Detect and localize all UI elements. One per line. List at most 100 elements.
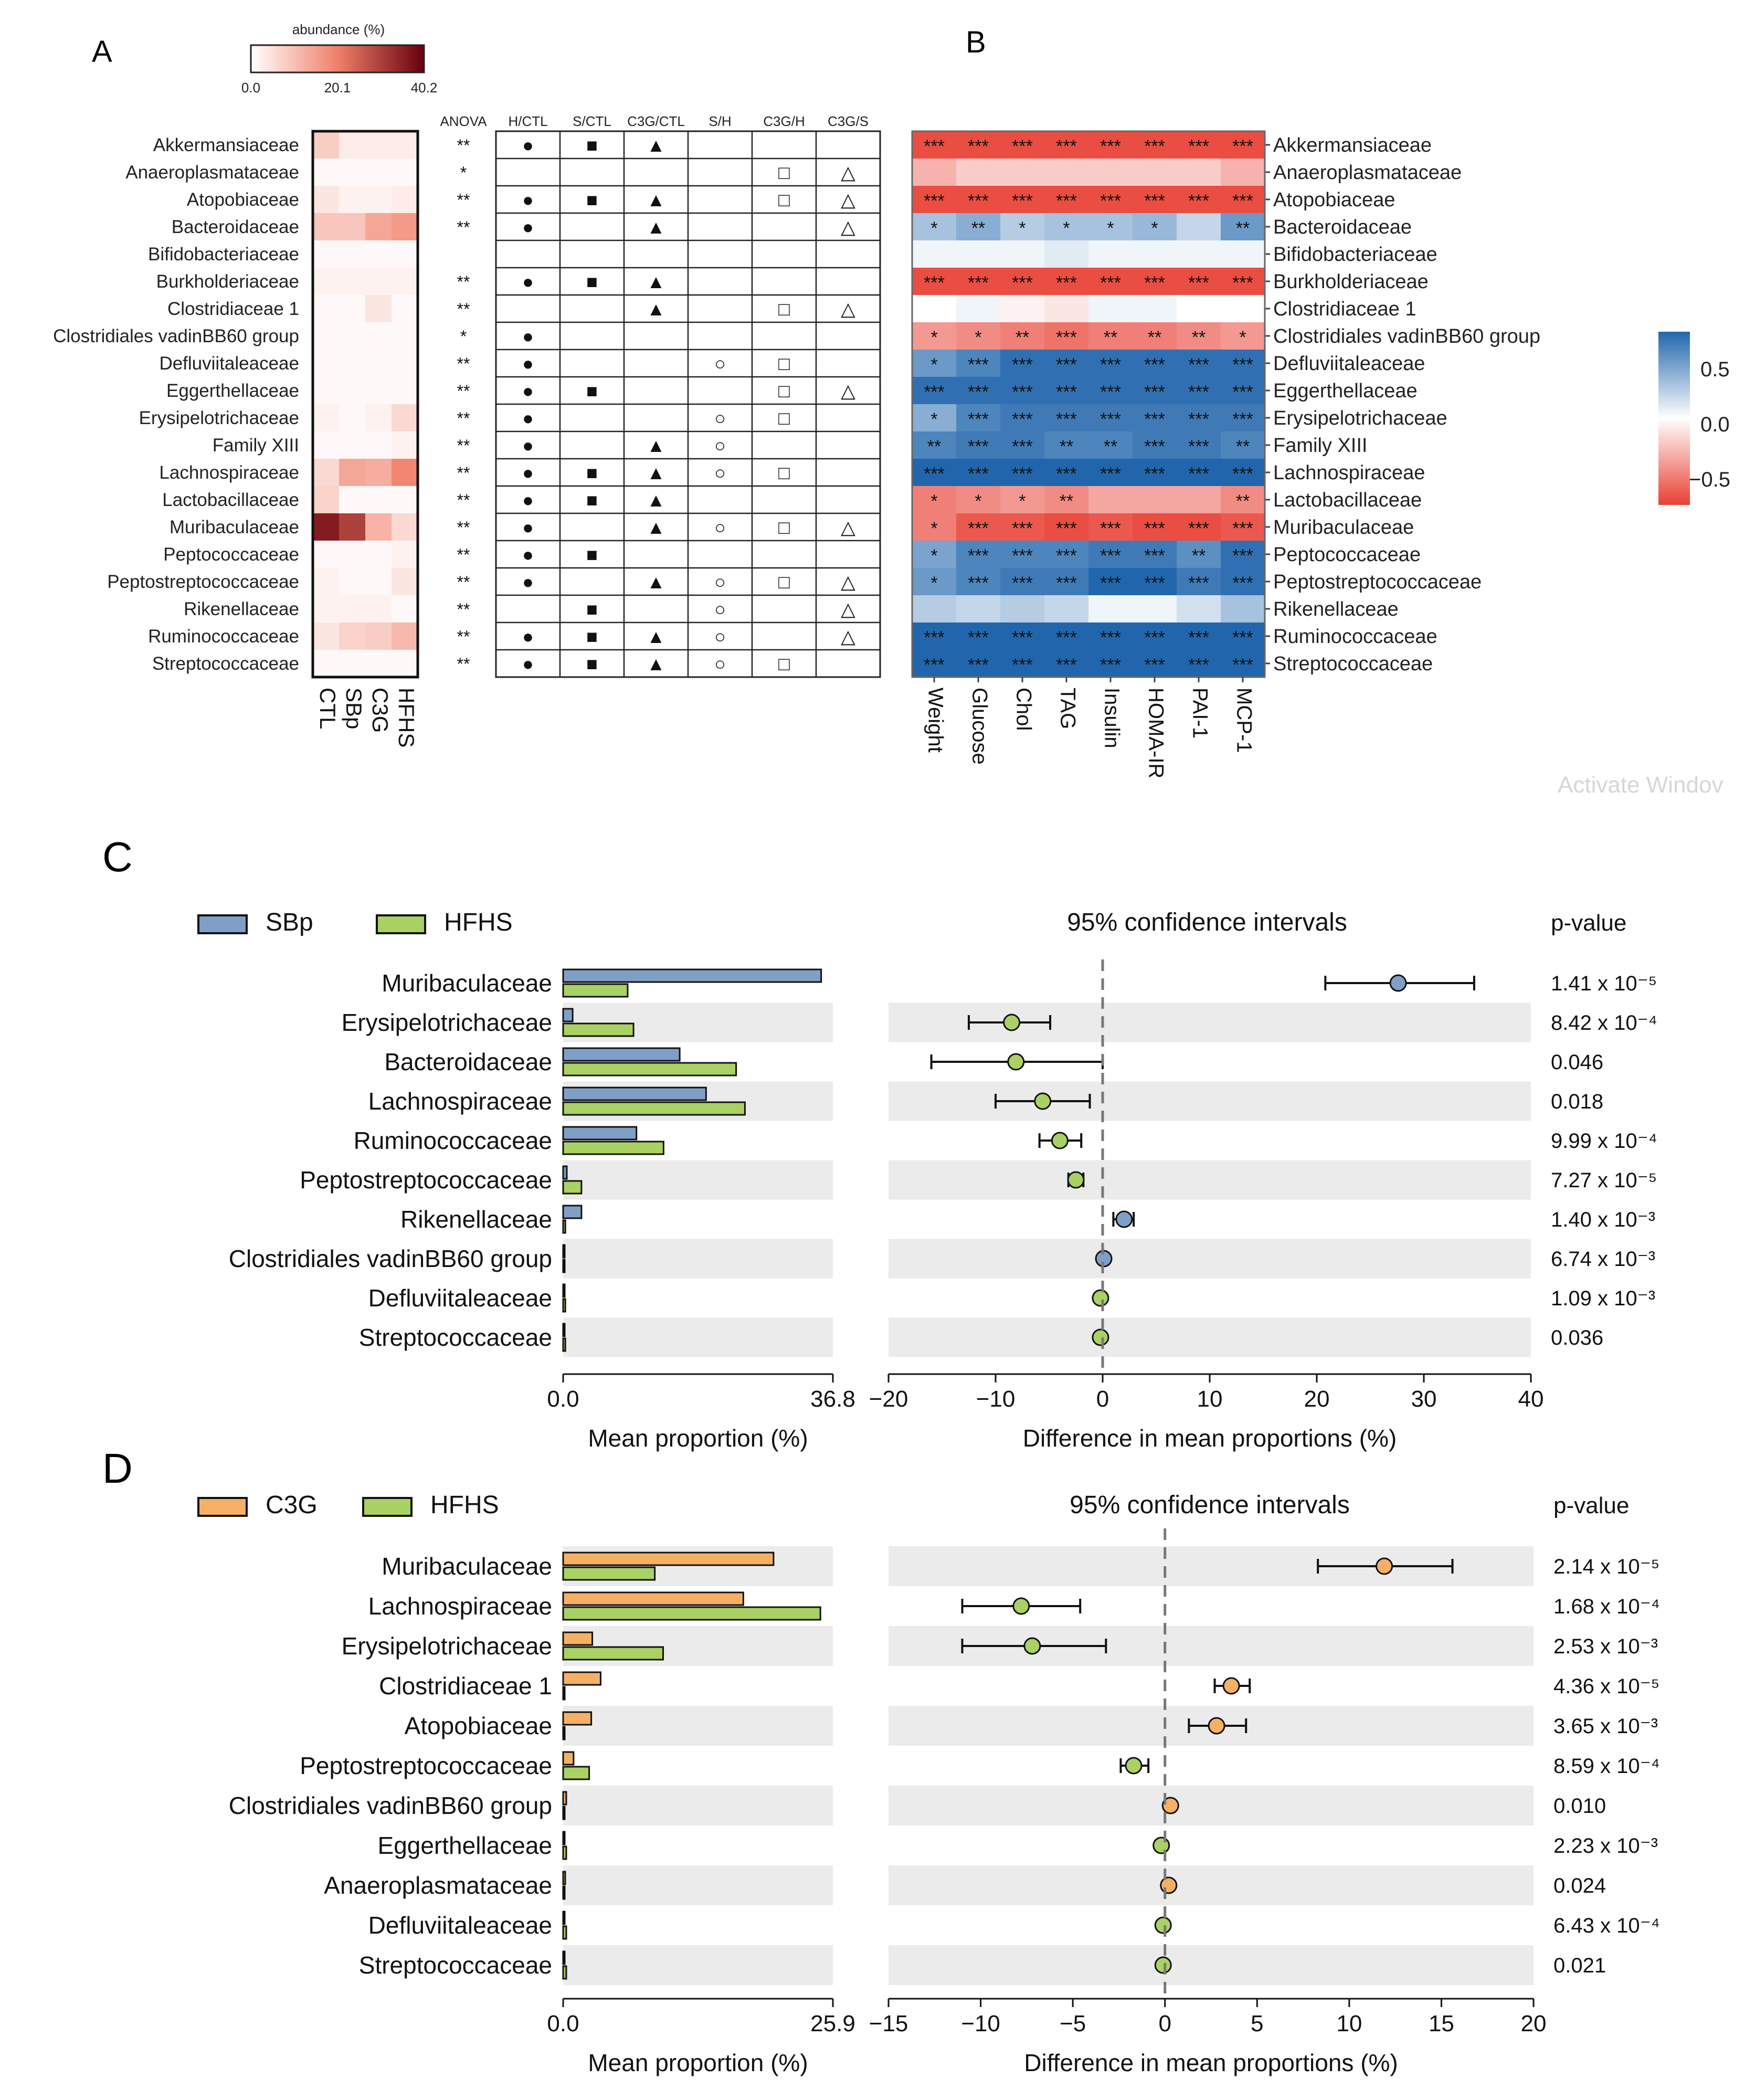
significance-stars: *** (1100, 464, 1121, 484)
correlation-cell (956, 131, 1000, 159)
comparison-symbol: ● (522, 571, 534, 593)
heatmap-b-row-label: Erysipelotrichaceae (1273, 407, 1447, 429)
bar-sbp (562, 1047, 681, 1062)
significance-stars: * (975, 328, 981, 347)
comparison-symbol: ▲ (647, 462, 665, 483)
correlation-cell (1044, 513, 1088, 541)
comparison-symbol: ■ (586, 134, 598, 156)
correlation-cell (1221, 131, 1265, 159)
correlation-cell (956, 377, 1000, 404)
comparison-symbol: ■ (586, 462, 598, 483)
correlation-cell (1133, 568, 1177, 595)
correlation-cell (1088, 650, 1133, 677)
bar-c3g (562, 1552, 775, 1566)
row-stripe (889, 1786, 1534, 1825)
significance-stars: *** (1056, 409, 1077, 429)
bar-sbp (562, 1244, 566, 1259)
comparison-header: H/CTL (508, 113, 547, 129)
correlation-cell (956, 459, 1000, 486)
comparison-symbol: ● (522, 435, 534, 456)
significance-stars: *** (1232, 273, 1253, 293)
significance-stars: *** (1232, 573, 1253, 593)
abundance-cell (392, 268, 418, 295)
abundance-cell (313, 159, 339, 186)
heatmap-a-row-label: Peptostreptococcaceae (107, 572, 299, 592)
significance-stars: *** (1056, 628, 1077, 648)
correlation-cell (1000, 268, 1044, 295)
abundance-cell (339, 513, 365, 541)
heatmap-a-frame (311, 130, 419, 679)
parameter-label: PAI-1 (1188, 688, 1211, 738)
category-label: Clostridiales vadinBB60 group (229, 1792, 552, 1819)
category-label: Atopobiaceae (405, 1712, 552, 1739)
legend-swatch-c3g (197, 1497, 248, 1517)
correlation-cell (912, 568, 956, 595)
comparison-symbol: □ (778, 462, 790, 483)
abundance-cell (313, 541, 339, 568)
heatmap-b-frame (911, 130, 1266, 678)
correlation-cell (1133, 404, 1177, 431)
comparison-symbol: ● (522, 489, 534, 511)
significance-stars: ** (1104, 437, 1117, 457)
pvalue: 7.27 x 10⁻⁵ (1551, 1169, 1657, 1192)
correlation-cell (1133, 322, 1177, 350)
significance-stars: *** (1056, 136, 1077, 156)
heatmap-a-row-label: Muribaculaceae (170, 517, 299, 537)
row-stripe (889, 1160, 1531, 1200)
significance-stars: *** (968, 409, 989, 429)
abundance-cell (392, 240, 418, 268)
significance-stars: *** (1144, 191, 1165, 211)
heatmap-b-row-label: Bifidobacteriaceae (1273, 244, 1437, 266)
comparison-symbol: ● (522, 271, 534, 292)
right-axis-tick-label: −5 (1060, 2011, 1086, 2036)
significance-stars: ** (1060, 437, 1073, 457)
correlation-cell (1000, 322, 1044, 350)
comparison-symbol: ● (522, 407, 534, 429)
effect-point (1034, 1092, 1052, 1110)
correlation-cell (1044, 541, 1088, 568)
anova-significance: ** (457, 191, 470, 209)
effect-point (1161, 1797, 1179, 1814)
bar-hfhs (562, 1965, 567, 1980)
correlation-cell (1221, 159, 1265, 186)
correlation-cell (956, 159, 1000, 186)
significance-stars: *** (1056, 273, 1077, 293)
colorbar-b (1658, 332, 1690, 505)
table-frame (495, 130, 881, 678)
significance-stars: *** (968, 437, 989, 457)
heatmap-b-row-label: Defluviitaleaceae (1273, 353, 1425, 375)
comparison-symbol: ▲ (647, 489, 665, 511)
correlation-cell (912, 295, 956, 322)
significance-stars: *** (1100, 519, 1121, 539)
abundance-cell (313, 131, 339, 159)
correlation-cell (1044, 186, 1088, 213)
abundance-cell (313, 513, 339, 541)
significance-stars: *** (924, 382, 945, 402)
significance-stars: *** (1188, 273, 1209, 293)
legend-label: HFHS (430, 1491, 499, 1519)
category-label: Peptostreptococcaceae (300, 1752, 552, 1779)
significance-stars: *** (1144, 409, 1165, 429)
comparison-symbol: ● (522, 544, 534, 565)
comparison-symbol: ● (522, 380, 534, 402)
category-label: Erysipelotrichaceae (342, 1632, 552, 1660)
bar-hfhs (562, 1259, 566, 1273)
comparison-symbol: ● (522, 516, 534, 538)
abundance-cell (392, 377, 418, 404)
correlation-cell (1044, 568, 1088, 595)
heatmap-b-row-label: Lachnospiraceae (1273, 462, 1425, 484)
significance-stars: * (931, 573, 937, 593)
right-axis-tick-label: 30 (1411, 1386, 1437, 1412)
correlation-cell (956, 240, 1000, 268)
ci-title: 95% confidence intervals (1070, 1491, 1350, 1519)
effect-point (1160, 1876, 1178, 1894)
anova-significance: * (460, 163, 467, 182)
colorbar-a-tick-1: 20.1 (324, 80, 351, 96)
anova-significance: ** (457, 600, 470, 619)
comparison-symbol: □ (778, 407, 790, 429)
significance-stars: *** (1056, 573, 1077, 593)
significance-stars: *** (1100, 273, 1121, 293)
abundance-cell (339, 295, 365, 322)
right-axis-tick-label: 15 (1429, 2011, 1454, 2036)
significance-stars: * (931, 328, 937, 347)
